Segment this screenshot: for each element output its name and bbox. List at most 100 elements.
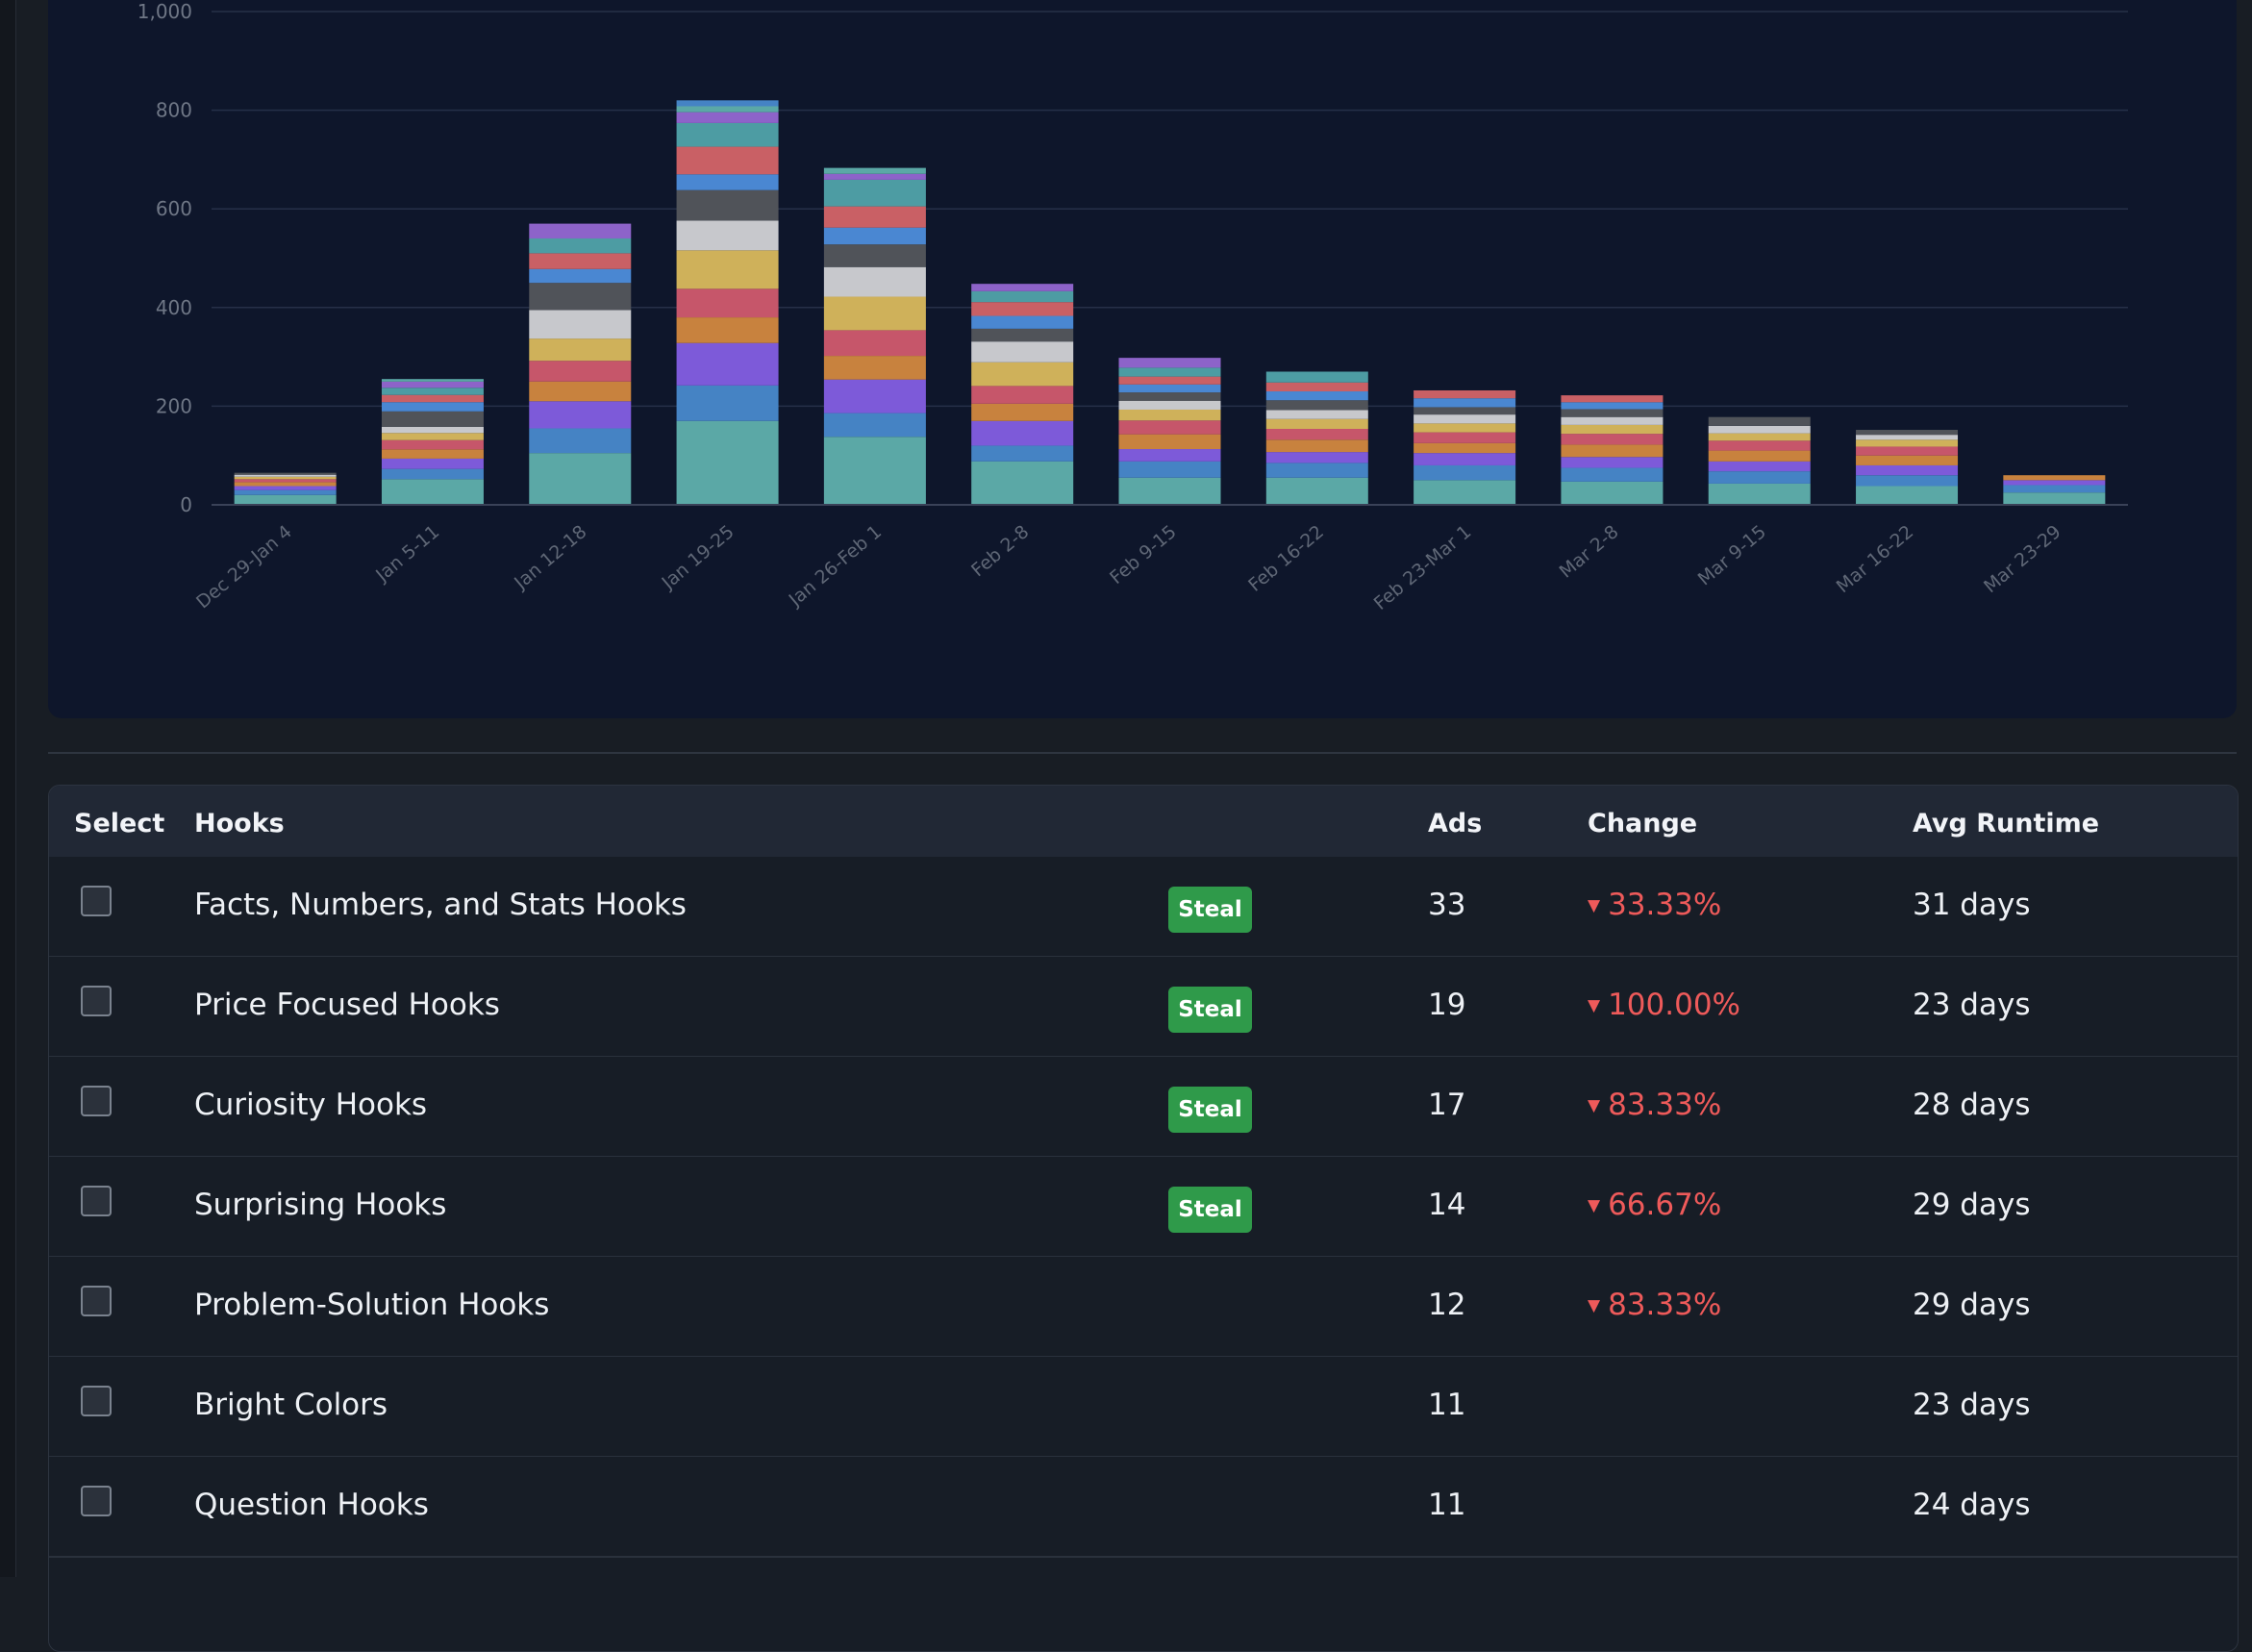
bar-segment: [381, 433, 484, 440]
bar-segment: [971, 302, 1074, 316]
table-row[interactable]: Question Hooks 11 24 days: [49, 1457, 2238, 1558]
table-row[interactable]: Curiosity Hooks Steal 17 ▼ 83.33% 28 days: [49, 1057, 2238, 1158]
hook-name[interactable]: Surprising Hooks: [194, 1188, 447, 1222]
bar-segment: [381, 439, 484, 450]
table-row[interactable]: Facts, Numbers, and Stats Hooks Steal 33 ▼ 3…: [49, 857, 2238, 958]
header-hooks[interactable]: Hooks: [194, 809, 285, 839]
bar-segment: [676, 385, 779, 421]
bar-segment: [529, 401, 632, 429]
bar-segment: [1118, 449, 1221, 462]
bar-segment: [2003, 485, 2106, 493]
change-value: ▼ 83.33%: [1588, 1088, 1721, 1122]
bar-segment: [1118, 477, 1221, 505]
header-change[interactable]: Change: [1588, 809, 1698, 839]
x-tick-label: Dec 29-Jan 4: [192, 521, 296, 613]
bar-segment: [381, 402, 484, 412]
y-tick-label: 400: [156, 296, 192, 319]
header-avg-runtime[interactable]: Avg Runtime: [1913, 809, 2100, 839]
change-value: ▼ 100.00%: [1588, 988, 1740, 1022]
bar-segment: [1708, 461, 1811, 472]
hook-name[interactable]: Bright Colors: [194, 1388, 388, 1422]
hook-name[interactable]: Curiosity Hooks: [194, 1088, 428, 1122]
row-select-checkbox[interactable]: [81, 1386, 112, 1416]
bar-segment: [529, 238, 632, 254]
bar-segment: [1856, 464, 1959, 476]
hook-name[interactable]: Problem-Solution Hooks: [194, 1288, 550, 1322]
bar-segment: [1118, 420, 1221, 435]
bar-segment: [676, 420, 779, 505]
bar-segment: [1856, 446, 1959, 456]
row-select-checkbox[interactable]: [81, 1086, 112, 1116]
header-ads[interactable]: Ads: [1428, 809, 1483, 839]
bar-segment: [676, 342, 779, 386]
avg-runtime: 31 days: [1913, 888, 2031, 922]
change-percent: 33.33%: [1608, 888, 1722, 922]
bar-segment: [1414, 480, 1516, 505]
bar-segment: [823, 379, 926, 413]
avg-runtime: 29 days: [1913, 1288, 2031, 1322]
x-tick-label: Feb 23-Mar 1: [1370, 521, 1476, 614]
x-tick-label: Jan 19-25: [658, 521, 738, 594]
bar-segment: [1118, 384, 1221, 393]
change-percent: 83.33%: [1608, 1088, 1722, 1122]
steal-button[interactable]: Steal: [1168, 1087, 1252, 1133]
bar-segment: [529, 381, 632, 402]
bar-segment: [1414, 423, 1516, 433]
bar-segment: [676, 100, 779, 107]
hook-name[interactable]: Facts, Numbers, and Stats Hooks: [194, 888, 687, 922]
steal-button[interactable]: Steal: [1168, 987, 1252, 1033]
row-select-checkbox[interactable]: [81, 1486, 112, 1516]
hook-name[interactable]: Question Hooks: [194, 1488, 429, 1522]
bar-segment: [234, 479, 337, 483]
hook-name[interactable]: Price Focused Hooks: [194, 988, 500, 1022]
bar-segment: [1265, 400, 1368, 411]
table-row[interactable]: Price Focused Hooks Steal 19 ▼ 100.00% 23 day…: [49, 957, 2238, 1058]
bar-segment: [971, 362, 1074, 387]
bar-segment: [1118, 434, 1221, 450]
row-select-checkbox[interactable]: [81, 1186, 112, 1216]
bar-segment: [1561, 409, 1664, 417]
table-row[interactable]: Problem-Solution Hooks 12 ▼ 83.33% 29 days: [49, 1257, 2238, 1358]
bar-segment: [971, 290, 1074, 303]
bar-segment: [1414, 389, 1516, 399]
avg-runtime: 28 days: [1913, 1088, 2031, 1122]
bar-segment: [1414, 464, 1516, 481]
row-select-checkbox[interactable]: [81, 986, 112, 1016]
bar-segment: [676, 122, 779, 147]
x-tick-label: Feb 16-22: [1244, 521, 1328, 596]
bar-segment: [1414, 407, 1516, 415]
steal-button[interactable]: Steal: [1168, 1187, 1252, 1233]
bar-segment: [1118, 367, 1221, 377]
table-row[interactable]: Bright Colors 11 23 days: [49, 1357, 2238, 1458]
change-value: ▼ 66.67%: [1588, 1188, 1721, 1222]
y-tick-label: 600: [156, 197, 192, 220]
table-row[interactable]: Surprising Hooks Steal 14 ▼ 66.67% 29 days: [49, 1157, 2238, 1258]
down-arrow-icon: ▼: [1588, 996, 1601, 1015]
avg-runtime: 23 days: [1913, 988, 2031, 1022]
x-tick-label: Jan 26-Feb 1: [785, 521, 886, 611]
bar-segment: [823, 413, 926, 438]
bar-segment: [1265, 391, 1368, 401]
ads-count: 11: [1428, 1388, 1466, 1422]
stacked-bar-chart: 0 200 400 600 800 1,000 Dec 29-Jan 4 Jan 5-11 Ja…: [138, 0, 2128, 614]
bar-segment: [1561, 434, 1664, 445]
bar-segment: [971, 403, 1074, 421]
x-tick-label: Mar 16-22: [1833, 521, 1918, 597]
ads-count: 19: [1428, 988, 1466, 1022]
left-rail: [0, 0, 16, 1577]
steal-button[interactable]: Steal: [1168, 887, 1252, 933]
bar-segment: [529, 253, 632, 269]
ads-count: 33: [1428, 888, 1466, 922]
bar-segment: [676, 174, 779, 190]
bar-segment: [1561, 457, 1664, 468]
bar-segment: [1856, 475, 1959, 487]
bar-segment: [676, 106, 779, 113]
bar-segment: [1118, 358, 1221, 368]
ads-count: 12: [1428, 1288, 1466, 1322]
avg-runtime: 24 days: [1913, 1488, 2031, 1522]
bar-segment: [2003, 475, 2106, 481]
bar-segment: [1265, 428, 1368, 440]
bar-segment: [823, 173, 926, 180]
row-select-checkbox[interactable]: [81, 886, 112, 916]
row-select-checkbox[interactable]: [81, 1286, 112, 1316]
